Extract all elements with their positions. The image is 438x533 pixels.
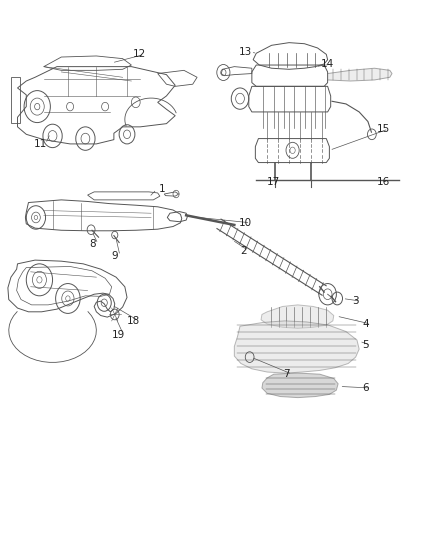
Text: 19: 19: [112, 330, 125, 340]
Text: 12: 12: [133, 50, 146, 59]
Text: 8: 8: [89, 239, 96, 249]
Text: 11: 11: [34, 139, 47, 149]
Text: 10: 10: [239, 218, 252, 228]
Text: 5: 5: [362, 341, 369, 350]
Text: 13: 13: [239, 47, 252, 57]
Text: 7: 7: [283, 369, 290, 379]
Text: 6: 6: [362, 383, 369, 393]
Text: 14: 14: [321, 59, 334, 69]
Text: 1: 1: [159, 184, 166, 194]
Polygon shape: [328, 68, 392, 81]
Text: 9: 9: [111, 251, 118, 261]
Polygon shape: [234, 321, 359, 373]
Text: 15: 15: [377, 124, 390, 134]
Text: 2: 2: [240, 246, 247, 255]
Text: 16: 16: [377, 177, 390, 187]
Text: 4: 4: [362, 319, 369, 329]
Text: 18: 18: [127, 316, 140, 326]
Text: 17: 17: [267, 177, 280, 187]
Text: 3: 3: [352, 296, 359, 306]
Polygon shape: [261, 305, 334, 328]
Polygon shape: [262, 373, 338, 398]
